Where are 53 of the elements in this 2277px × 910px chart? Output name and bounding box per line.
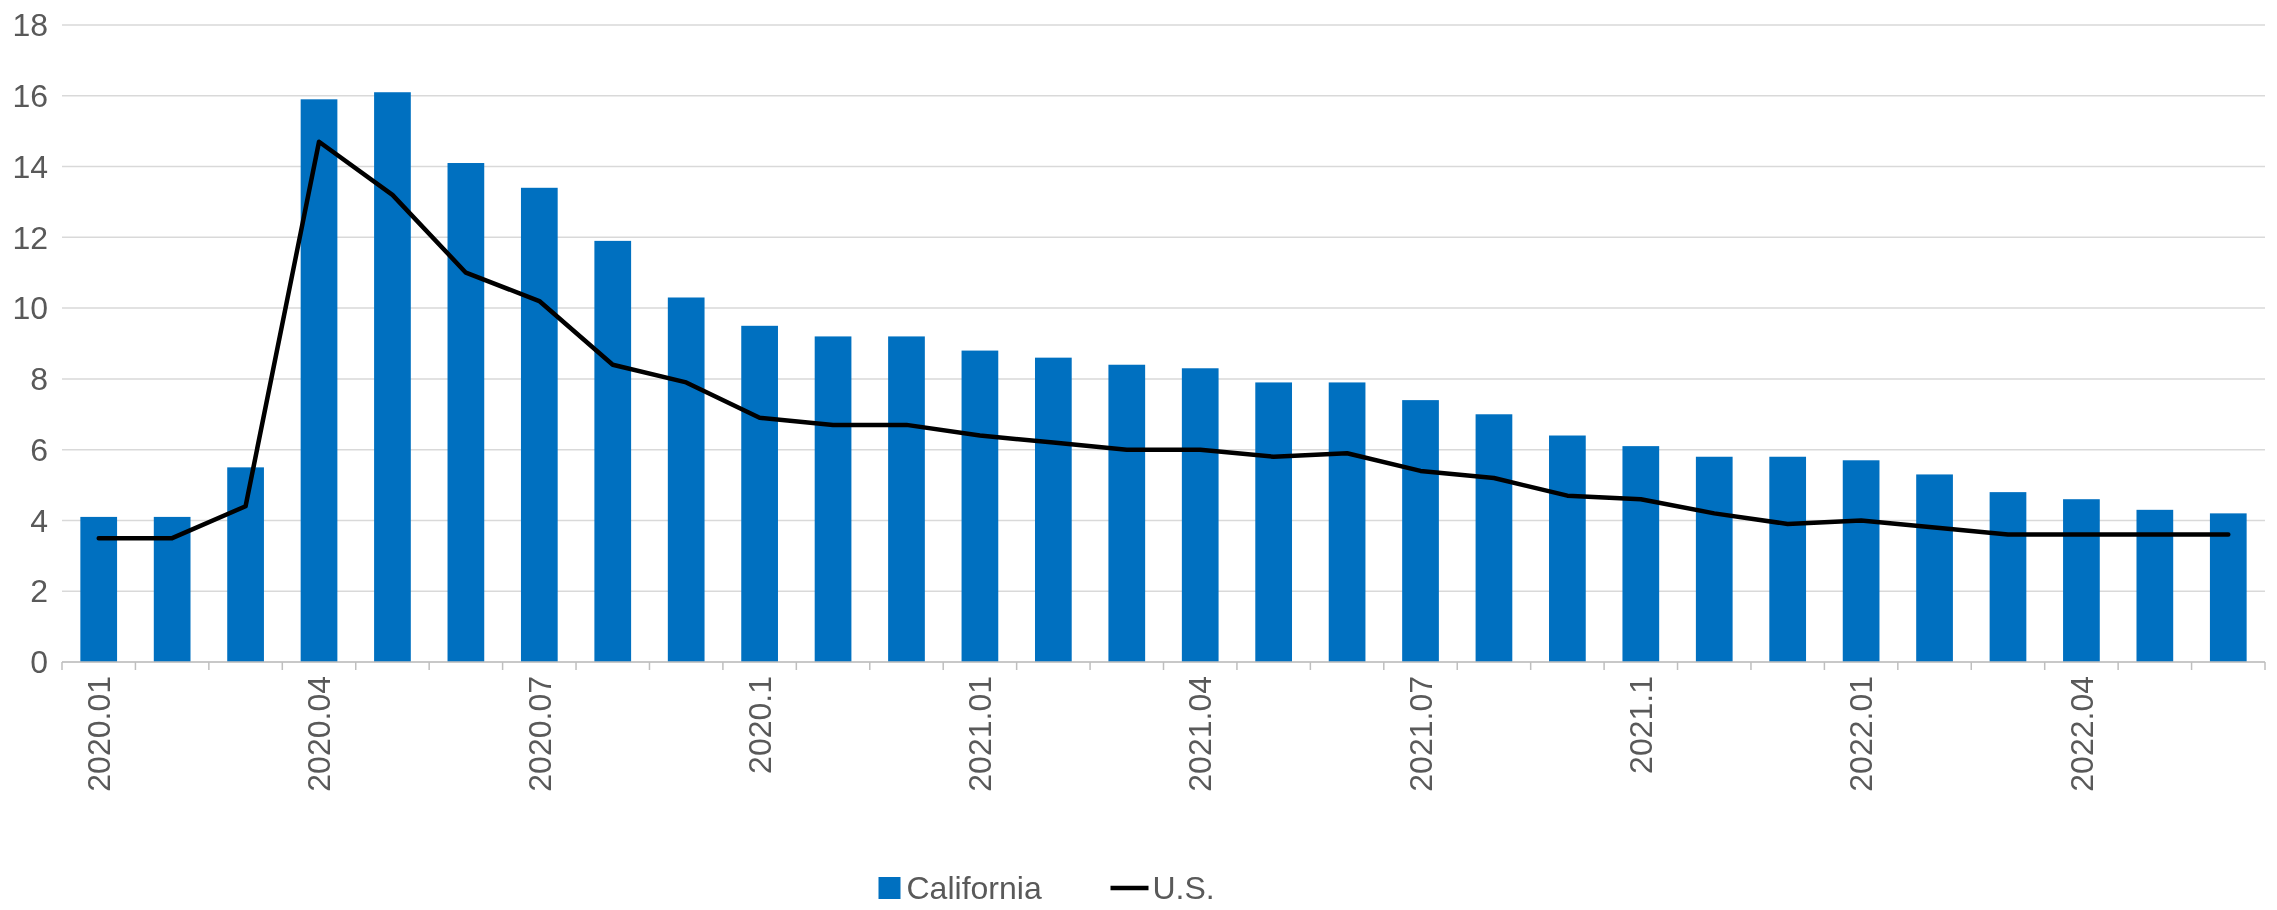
bar: [1989, 492, 2027, 662]
bar: [594, 240, 632, 662]
legend-label: U.S.: [1152, 870, 1215, 907]
x-tick-label: 2020.01: [80, 676, 117, 792]
x-tick-label: 2020.07: [521, 676, 558, 792]
bar: [1328, 382, 1366, 662]
y-tick-label: 0: [30, 644, 48, 681]
x-tick-label: 2020.04: [301, 676, 338, 792]
bar: [667, 297, 705, 662]
x-tick-label: 2022.01: [1843, 676, 1880, 792]
bar: [227, 467, 264, 662]
bar: [1475, 414, 1513, 662]
y-tick-label: 4: [30, 502, 48, 539]
bar: [1402, 400, 1439, 662]
bar: [1108, 364, 1146, 662]
bar: [2063, 499, 2100, 662]
y-tick-label: 2: [30, 573, 48, 610]
y-tick-label: 8: [30, 361, 48, 398]
bar: [1695, 456, 1733, 662]
bar: [520, 187, 558, 662]
bar: [447, 163, 485, 662]
bar: [153, 516, 191, 662]
bar: [961, 350, 999, 662]
bar: [80, 516, 118, 662]
y-tick-label: 10: [12, 290, 48, 327]
x-tick-label: 2022.04: [2063, 676, 2100, 792]
bar: [374, 92, 411, 662]
x-tick-label: 2021.01: [962, 676, 999, 792]
bar: [1549, 435, 1586, 662]
x-tick-label: 2021.1: [1623, 676, 1660, 774]
bar: [1769, 456, 1807, 662]
bar: [2209, 513, 2247, 662]
y-tick-label: 18: [12, 7, 48, 44]
bar: [814, 336, 852, 662]
x-tick-label: 2021.07: [1402, 676, 1439, 792]
y-tick-label: 12: [12, 219, 48, 256]
y-tick-label: 14: [12, 148, 48, 185]
x-tick-label: 2021.04: [1182, 676, 1219, 792]
bar: [1034, 357, 1072, 662]
bar: [300, 99, 338, 662]
bar: [1916, 474, 1953, 662]
legend-label: California: [906, 870, 1042, 907]
y-tick-label: 16: [12, 77, 48, 114]
bar: [1622, 446, 1660, 662]
bar: [741, 325, 778, 662]
line-series: [96, 139, 2231, 541]
y-tick-label: 6: [30, 431, 48, 468]
bar: [2136, 509, 2174, 662]
x-tick-label: 2020.1: [741, 676, 778, 774]
bar: [1255, 382, 1293, 662]
bar: [888, 336, 925, 662]
bar: [1181, 368, 1219, 662]
bar: [1842, 460, 1880, 662]
